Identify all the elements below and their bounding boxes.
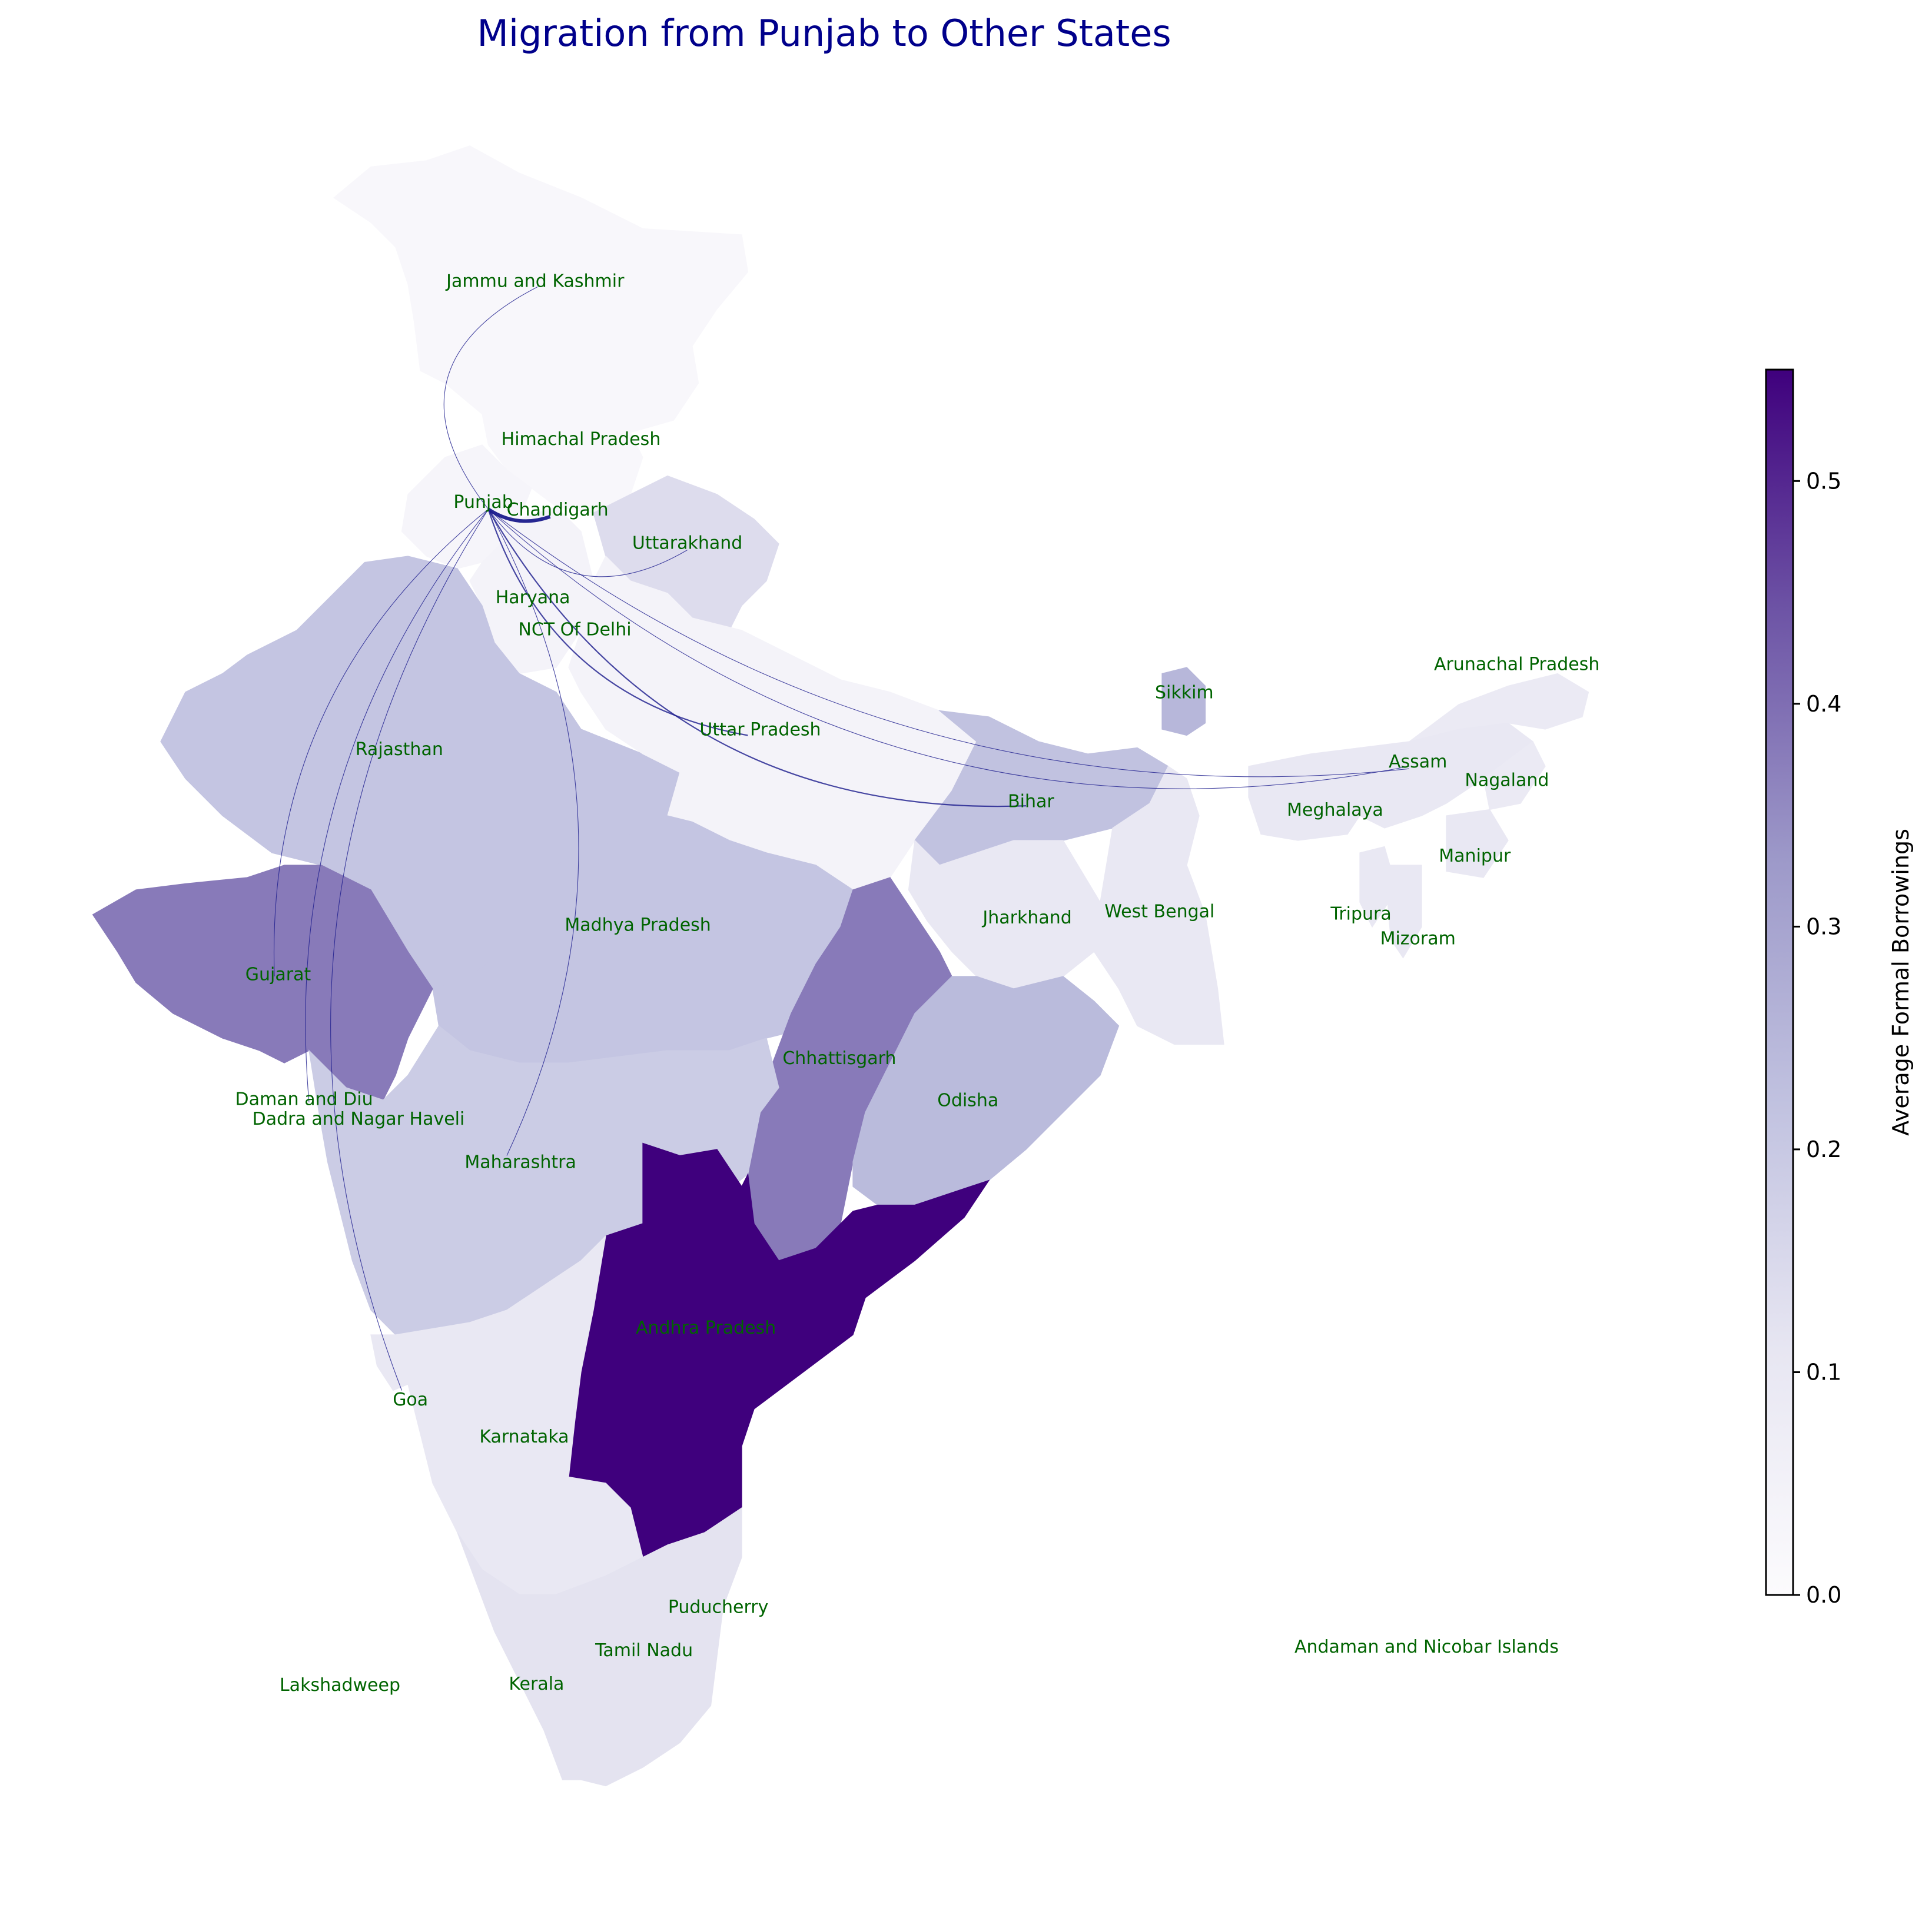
flow-to-uttar-pradesh xyxy=(487,508,748,736)
flow-to-uttarakhand xyxy=(488,508,688,577)
label-daman-and-diu: Daman and Diu xyxy=(235,1089,373,1110)
region-odisha xyxy=(852,976,1120,1206)
label-maharashtra: Maharashtra xyxy=(464,1152,576,1173)
flow-to-bihar xyxy=(487,508,1027,807)
label-jharkhand: Jharkhand xyxy=(981,908,1071,928)
label-sikkim: Sikkim xyxy=(1155,683,1214,703)
flow-to-chandigarh xyxy=(487,507,551,523)
flow-to-gujarat xyxy=(273,508,489,977)
region-karnataka xyxy=(395,1235,643,1595)
colorbar-tick-label: 0.0 xyxy=(1806,1582,1841,1608)
label-west-bengal: West Bengal xyxy=(1104,901,1214,922)
label-nct-of-delhi: NCT Of Delhi xyxy=(518,620,631,640)
flow-to-jammu-and-kashmir xyxy=(443,286,538,510)
flow-to-assam xyxy=(488,508,1410,789)
label-madhya-pradesh: Madhya Pradesh xyxy=(565,915,711,935)
label-puducherry: Puducherry xyxy=(668,1597,769,1618)
label-kerala: Kerala xyxy=(509,1674,564,1694)
colorbar-label: Average Formal Borrowings xyxy=(1888,829,1914,1136)
label-andaman-and-nicobar-islands: Andaman and Nicobar Islands xyxy=(1294,1637,1559,1657)
label-goa: Goa xyxy=(393,1390,428,1410)
region-nagaland xyxy=(1483,741,1546,810)
label-uttar-pradesh: Uttar Pradesh xyxy=(699,720,821,740)
label-karnataka: Karnataka xyxy=(479,1427,569,1447)
colorbar-gradient xyxy=(1765,368,1794,1596)
region-gujarat xyxy=(92,865,433,1101)
label-tripura: Tripura xyxy=(1330,904,1391,925)
label-jammu-and-kashmir: Jammu and Kashmir xyxy=(445,271,625,291)
region-kerala xyxy=(457,1532,582,1780)
colorbar-tick-label: 0.3 xyxy=(1806,913,1841,939)
label-uttarakhand: Uttarakhand xyxy=(632,533,742,554)
label-bihar: Bihar xyxy=(1008,791,1054,812)
label-manipur: Manipur xyxy=(1439,846,1511,866)
state-regions xyxy=(92,145,1589,1787)
region-jharkhand xyxy=(908,839,1101,989)
label-arunachal-pradesh: Arunachal Pradesh xyxy=(1434,654,1599,674)
label-assam: Assam xyxy=(1389,752,1447,772)
region-sikkim xyxy=(1161,667,1206,736)
map-title: Migration from Punjab to Other States xyxy=(477,12,1171,55)
flow-to-daman-and-diu xyxy=(305,508,489,1103)
label-punjab: Punjab xyxy=(453,492,513,513)
label-tamil-nadu: Tamil Nadu xyxy=(595,1640,693,1661)
label-nagaland: Nagaland xyxy=(1465,770,1549,791)
colorbar-tick-label: 0.2 xyxy=(1806,1136,1841,1162)
flow-to-arunachal-pradesh xyxy=(488,508,1410,777)
flow-to-maharashtra xyxy=(488,508,579,1156)
label-mizoram: Mizoram xyxy=(1380,929,1456,949)
colorbar-tick-label: 0.5 xyxy=(1806,468,1841,494)
label-meghalaya: Meghalaya xyxy=(1287,800,1383,820)
label-rajasthan: Rajasthan xyxy=(356,739,443,760)
flow-to-goa xyxy=(330,508,489,1391)
label-haryana: Haryana xyxy=(496,587,570,608)
label-gujarat: Gujarat xyxy=(245,964,311,985)
region-jammu-and-kashmir xyxy=(333,145,749,433)
region-bihar xyxy=(914,710,1169,866)
region-west-bengal xyxy=(1093,766,1224,1045)
colorbar-tick-label: 0.1 xyxy=(1806,1360,1841,1385)
label-himachal-pradesh: Himachal Pradesh xyxy=(502,429,661,450)
region-manipur xyxy=(1446,809,1509,878)
region-meghalaya xyxy=(1248,796,1360,841)
region-mizoram xyxy=(1384,865,1422,959)
label-odisha: Odisha xyxy=(937,1091,998,1111)
label-chhattisgarh: Chhattisgarh xyxy=(782,1048,896,1069)
label-lakshadweep: Lakshadweep xyxy=(280,1675,400,1696)
label-dadra-and-nagar-haveli: Dadra and Nagar Haveli xyxy=(253,1109,465,1129)
colorbar-ticks: 0.0 0.1 0.2 0.3 0.4 0.5 xyxy=(1793,468,1841,1608)
colorbar-tick-label: 0.4 xyxy=(1806,691,1841,717)
label-chandigarh: Chandigarh xyxy=(507,500,609,520)
label-andhra-pradesh: Andhra Pradesh xyxy=(636,1318,776,1338)
migration-flows xyxy=(273,286,1410,1391)
colorbar: 0.0 0.1 0.2 0.3 0.4 0.5 Average Formal Borrow… xyxy=(1765,368,1914,1608)
